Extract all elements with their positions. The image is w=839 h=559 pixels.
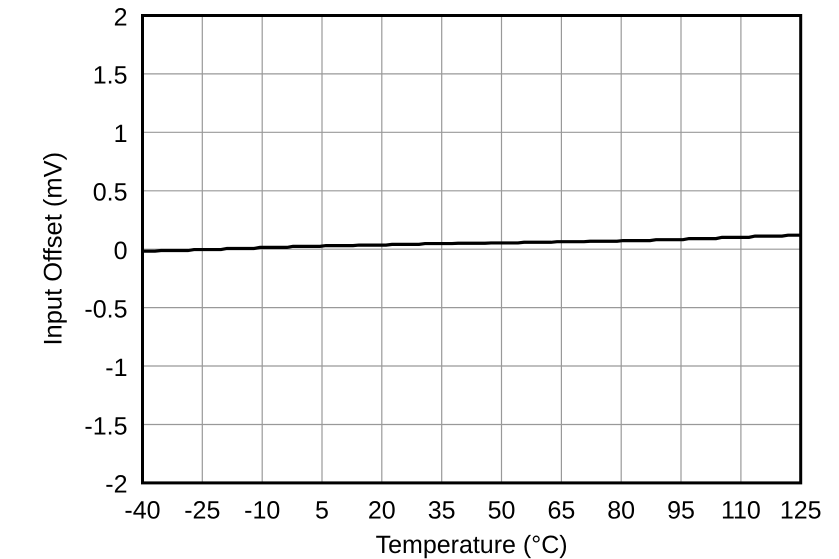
svg-text:0.5: 0.5 xyxy=(93,179,128,207)
svg-text:110: 110 xyxy=(721,496,761,524)
svg-text:20: 20 xyxy=(368,496,396,524)
svg-text:-0.5: -0.5 xyxy=(84,295,127,323)
svg-text:-25: -25 xyxy=(184,496,220,524)
svg-text:1: 1 xyxy=(114,120,128,148)
svg-text:Temperature (°C): Temperature (°C) xyxy=(376,531,568,559)
svg-text:-1: -1 xyxy=(105,354,127,382)
svg-text:-1.5: -1.5 xyxy=(84,412,127,440)
svg-text:80: 80 xyxy=(607,496,635,524)
svg-text:125: 125 xyxy=(780,496,822,524)
svg-text:-2: -2 xyxy=(105,471,127,499)
svg-text:1.5: 1.5 xyxy=(93,62,128,90)
svg-text:65: 65 xyxy=(547,496,575,524)
svg-text:50: 50 xyxy=(488,496,516,524)
svg-text:95: 95 xyxy=(667,496,695,524)
svg-text:2: 2 xyxy=(114,3,128,31)
svg-text:35: 35 xyxy=(428,496,456,524)
svg-text:-10: -10 xyxy=(244,496,280,524)
svg-text:Input Offset (mV): Input Offset (mV) xyxy=(40,152,68,346)
svg-text:5: 5 xyxy=(315,496,329,524)
svg-text:-40: -40 xyxy=(124,496,160,524)
svg-text:0: 0 xyxy=(114,237,128,265)
